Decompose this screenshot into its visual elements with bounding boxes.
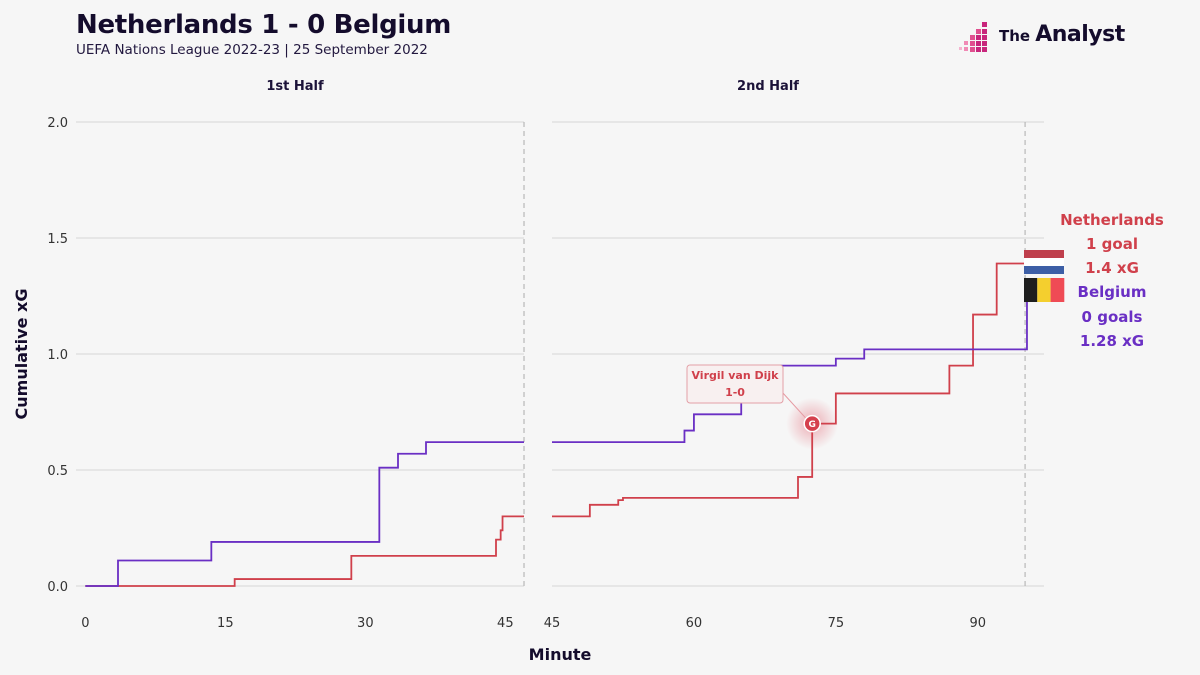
x-axis-label: Minute (529, 645, 592, 664)
x-tick-label: 60 (686, 616, 703, 631)
belgium-goals-label: 0 goals (1081, 308, 1143, 326)
belgium-team-label: Belgium (1077, 283, 1147, 301)
netherlands-flag-blue-band (1024, 266, 1064, 274)
x-tick-label: 0 (81, 616, 89, 631)
netherlands-flag-white-band (1024, 258, 1064, 266)
x-tick-label: 45 (497, 616, 514, 631)
x-tick-label: 15 (217, 616, 234, 631)
series-line-belgium (85, 441, 524, 587)
brand-logo: The Analyst (958, 18, 1148, 58)
x-tick-label: 45 (544, 616, 561, 631)
netherlands-flag-icon (1024, 250, 1064, 258)
y-axis-label: Cumulative xG (12, 289, 31, 420)
y-tick-label: 1.0 (47, 348, 68, 363)
belgium-flag-red-band (1050, 278, 1065, 302)
x-tick-label: 75 (828, 616, 845, 631)
x-tick-label: 90 (969, 616, 986, 631)
y-tick-label: 1.5 (47, 232, 68, 247)
brand-the: The (999, 27, 1031, 45)
y-tick-label: 0.0 (47, 580, 68, 595)
annotation-connector (781, 391, 807, 419)
goal-marker (803, 414, 821, 433)
goal-marker-label: G (808, 420, 815, 430)
netherlands-team-label: Netherlands (1060, 211, 1164, 229)
belgium-flag-icon (1024, 278, 1038, 302)
chart-title: Netherlands 1 - 0 Belgium (76, 10, 452, 40)
belgium-flag-yellow-band (1037, 278, 1051, 302)
belgium-xg-label: 1.28 xG (1079, 332, 1145, 350)
y-tick-label: 0.5 (47, 464, 68, 479)
panel-title: 2nd Half (737, 79, 799, 94)
annotation-box (686, 364, 784, 404)
netherlands-xg-label: 1.4 xG (1085, 259, 1139, 277)
brand-name: Analyst (1035, 22, 1125, 47)
annotation-score: 1-0 (725, 386, 745, 399)
chart-subtitle: UEFA Nations League 2022-23 | 25 Septemb… (76, 42, 428, 58)
panel-title: 1st Half (266, 79, 324, 94)
annotation-player: Virgil van Dijk (691, 369, 779, 382)
brand-wordmark: The Analyst (999, 22, 1125, 47)
analyst-logo-icon (959, 22, 987, 52)
series-line-netherlands (85, 515, 524, 587)
y-tick-label: 2.0 (47, 116, 68, 131)
x-tick-label: 30 (357, 616, 374, 631)
netherlands-goals-label: 1 goal (1086, 235, 1138, 253)
series-line-netherlands (552, 262, 1026, 518)
